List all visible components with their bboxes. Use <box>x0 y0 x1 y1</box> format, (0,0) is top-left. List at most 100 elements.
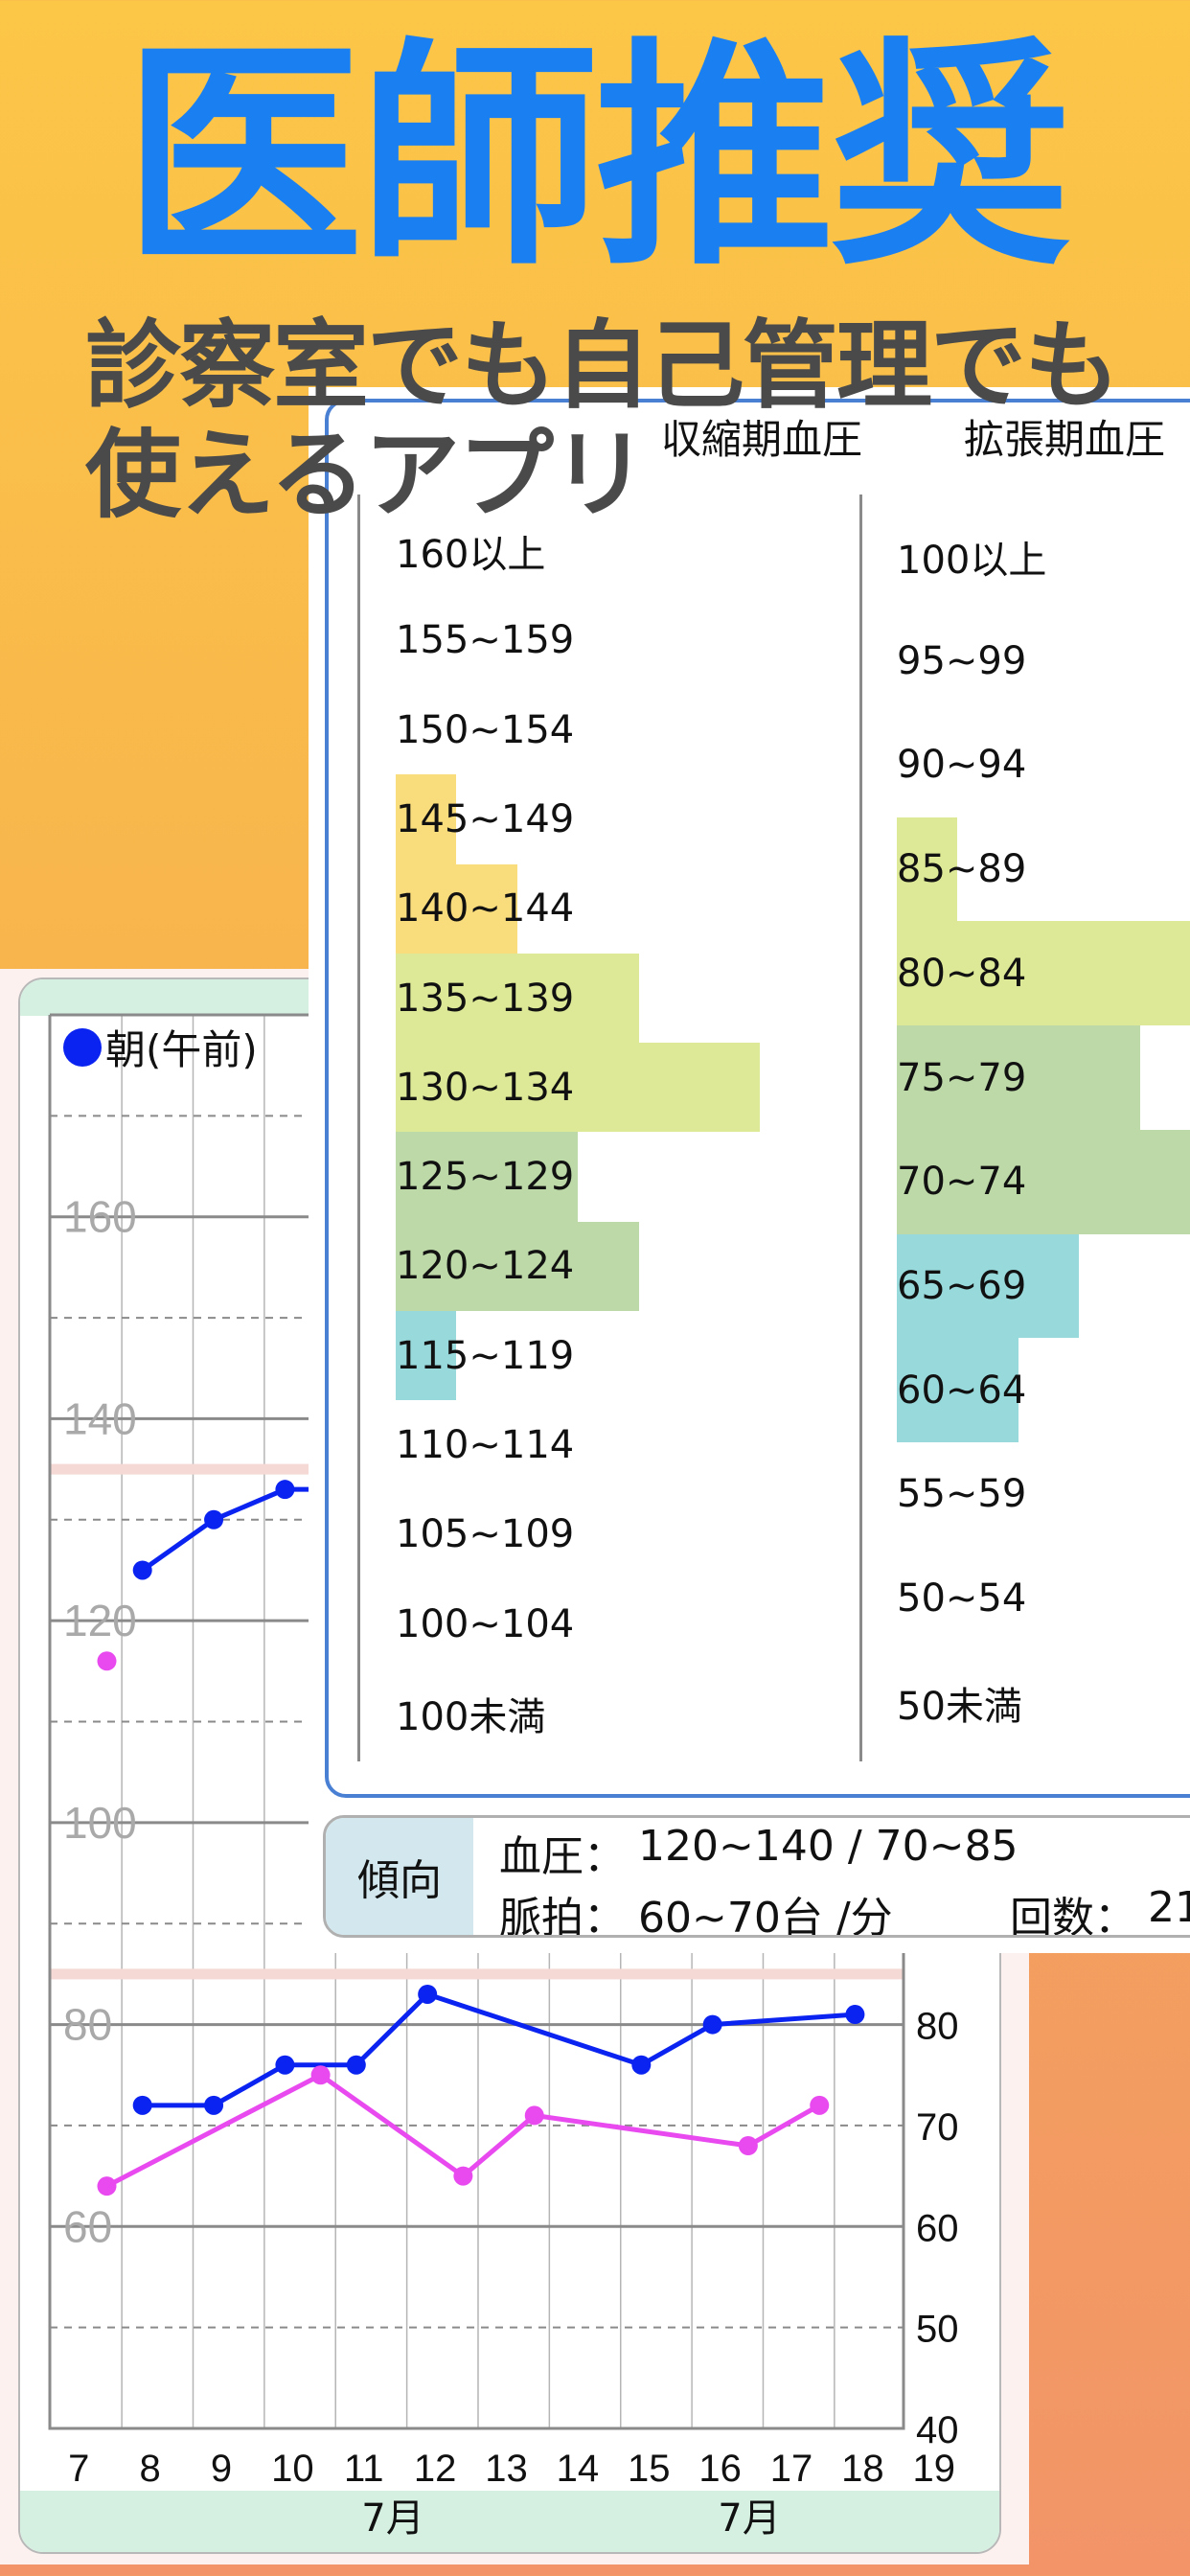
histogram-bar <box>396 953 639 1044</box>
histogram-row-label: 120~124 <box>396 1244 575 1289</box>
histogram-row-label: 145~149 <box>396 796 575 841</box>
x-tick-label: 15 <box>628 2448 671 2490</box>
histogram-row-label: 85~89 <box>897 847 1027 892</box>
histogram-bar <box>897 1338 1018 1442</box>
histogram-row-label: 140~144 <box>396 886 575 932</box>
data-point <box>132 2095 152 2115</box>
pulse-label: 脈拍： <box>499 1894 626 1938</box>
histogram-row-label: 105~109 <box>396 1512 575 1557</box>
pulse-value: 60~70台 /分 <box>638 1894 893 1938</box>
month-label: 7月 <box>718 2496 781 2541</box>
count-label: 回数： <box>1010 1894 1136 1938</box>
histogram-row-label: 55~59 <box>897 1472 1027 1517</box>
histogram-bar <box>396 774 457 864</box>
histogram-row-label: 100未満 <box>396 1694 546 1739</box>
data-point <box>346 2055 366 2075</box>
right-y-tick-label: 50 <box>916 2309 959 2351</box>
divider <box>357 494 360 1761</box>
x-tick-label: 9 <box>211 2448 232 2490</box>
left-y-tick-label: 80 <box>63 2000 112 2050</box>
histogram-row-label: 50~54 <box>897 1576 1027 1621</box>
headline: 医師推奨 <box>124 18 1070 297</box>
series-line <box>142 1991 856 2108</box>
histogram-row-label: 50未満 <box>897 1684 1022 1729</box>
trend-summary: 傾向 血圧： 120~140 / 70~85 脈拍： 60~70台 /分 回数：… <box>323 1815 1190 1938</box>
x-tick-label: 19 <box>913 2448 956 2490</box>
histogram-row-label: 115~119 <box>396 1333 575 1378</box>
systolic-header: 収縮期血圧 <box>661 416 863 463</box>
right-y-tick-label: 80 <box>916 2006 959 2048</box>
histogram-row-label: 135~139 <box>396 976 575 1021</box>
series-line <box>105 2072 821 2189</box>
histogram-row-label: 155~159 <box>396 618 575 663</box>
histogram-row-label: 100~104 <box>396 1601 575 1646</box>
data-point <box>132 1560 152 1580</box>
count-value: 21 <box>1148 1883 1190 1932</box>
legend-label: 朝(午前) <box>105 1026 258 1073</box>
histogram-bar <box>396 863 517 954</box>
histogram-bar <box>396 1221 639 1312</box>
x-tick-label: 11 <box>344 2448 384 2490</box>
histogram-row-label: 130~134 <box>396 1065 575 1110</box>
x-tick-label: 13 <box>485 2448 528 2490</box>
histogram-bar <box>897 1233 1080 1339</box>
data-point <box>453 2166 473 2186</box>
histogram-row-label: 125~129 <box>396 1155 575 1200</box>
data-point <box>845 2005 865 2025</box>
histogram-bar <box>897 1129 1190 1234</box>
histogram-bar <box>897 816 958 922</box>
left-y-tick-label: 120 <box>63 1596 137 1645</box>
data-point <box>810 2095 830 2115</box>
bp-value: 120~140 / 70~85 <box>638 1822 1018 1871</box>
data-point <box>275 2055 295 2075</box>
data-point <box>524 2105 544 2126</box>
histogram-row-label: 100以上 <box>897 539 1047 583</box>
data-point <box>418 1984 438 2004</box>
chart-legend: 朝(午前) <box>63 1018 258 1076</box>
subtitle-line-1: 診察室でも自己管理でも <box>85 310 1120 422</box>
histogram-row-label: 160以上 <box>396 533 546 577</box>
data-point <box>204 1509 224 1530</box>
histogram-row-label: 80~84 <box>897 951 1027 996</box>
histogram-row-label: 95~99 <box>897 638 1027 683</box>
x-tick-label: 14 <box>557 2448 600 2490</box>
histogram-row-label: 150~154 <box>396 707 575 752</box>
diastolic-header: 拡張期血圧 <box>964 416 1166 463</box>
left-y-tick-label: 160 <box>63 1192 137 1242</box>
histogram-bar <box>396 1043 761 1133</box>
legend-dot-icon <box>63 1027 102 1067</box>
data-point <box>97 2176 117 2196</box>
histogram-row-label: 110~114 <box>396 1423 575 1467</box>
left-y-tick-label: 140 <box>63 1393 137 1443</box>
x-tick-label: 7 <box>68 2448 89 2490</box>
x-tick-label: 12 <box>414 2448 457 2490</box>
left-y-tick-label: 100 <box>63 1798 137 1848</box>
histogram-row-label: 65~69 <box>897 1263 1027 1308</box>
histogram-bar <box>897 1025 1140 1130</box>
data-point <box>97 1651 117 1671</box>
data-point <box>738 2136 758 2155</box>
x-tick-label: 10 <box>271 2448 314 2490</box>
histogram-row-label: 70~74 <box>897 1160 1027 1205</box>
subtitle-line-2: 使えるアプリ <box>85 419 648 531</box>
left-y-tick-label: 60 <box>63 2201 112 2251</box>
histogram-row-label: 60~64 <box>897 1368 1027 1413</box>
x-tick-label: 18 <box>841 2448 884 2490</box>
chart-footer-strip: 7月 7月 <box>20 2491 999 2552</box>
histogram-row-label: 75~79 <box>897 1055 1027 1100</box>
bp-label: 血圧： <box>499 1832 626 1881</box>
right-y-tick-label: 70 <box>916 2106 959 2149</box>
x-tick-label: 8 <box>140 2448 161 2490</box>
data-point <box>631 2055 652 2075</box>
histogram-bar <box>897 921 1190 1026</box>
histogram-row-label: 90~94 <box>897 743 1027 788</box>
x-tick-label: 17 <box>770 2448 813 2490</box>
data-point <box>204 2095 224 2115</box>
right-y-tick-label: 40 <box>916 2409 959 2451</box>
right-y-tick-label: 60 <box>916 2207 959 2249</box>
divider <box>859 494 862 1761</box>
data-point <box>702 2014 722 2035</box>
month-label: 7月 <box>361 2496 424 2541</box>
histogram-bar <box>396 1311 457 1401</box>
data-point <box>310 2065 331 2085</box>
